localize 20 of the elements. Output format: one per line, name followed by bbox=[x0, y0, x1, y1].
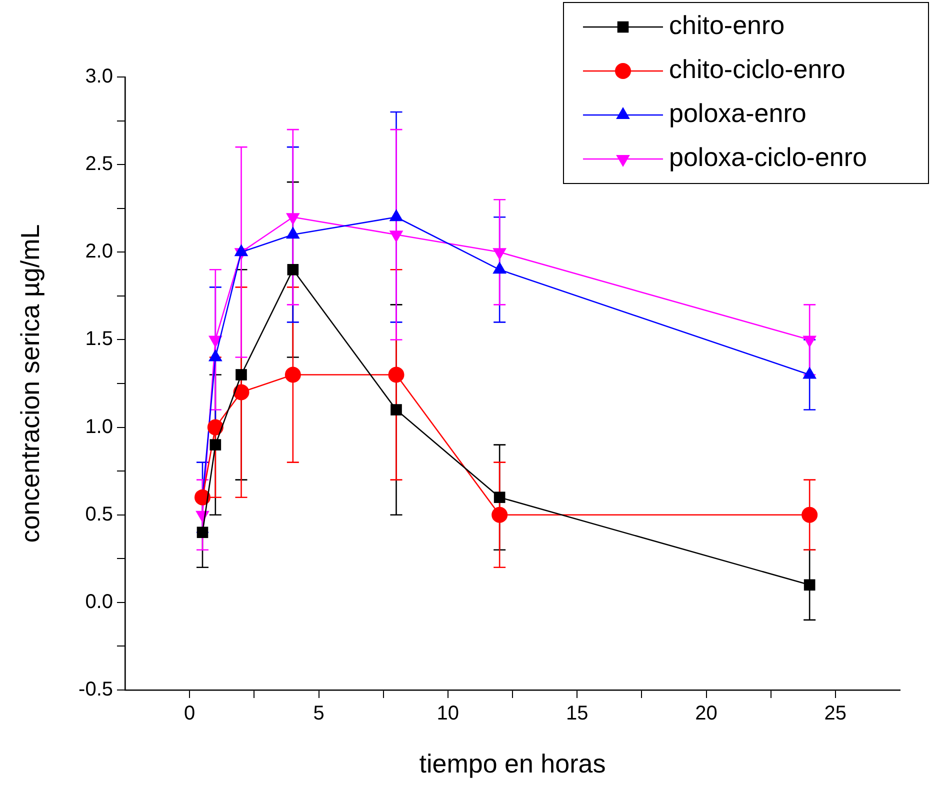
legend-label: poloxa-ciclo-enro bbox=[669, 142, 867, 172]
legend-label: poloxa-enro bbox=[669, 98, 806, 128]
x-tick-label: 10 bbox=[436, 702, 460, 725]
x-axis-title: tiempo en horas bbox=[419, 748, 606, 779]
y-tick-label: 2.0 bbox=[85, 240, 113, 263]
legend-label: chito-ciclo-enro bbox=[669, 54, 846, 84]
y-tick-label: 3.0 bbox=[85, 66, 113, 88]
y-tick-label: 1.0 bbox=[85, 416, 113, 438]
y-tick-label: 1.5 bbox=[85, 328, 113, 350]
y-tick-label: 0.0 bbox=[85, 590, 113, 613]
x-tick-label: 20 bbox=[695, 702, 718, 725]
y-tick-label: 0.5 bbox=[85, 503, 113, 526]
x-tick-label: 5 bbox=[313, 702, 324, 725]
x-tick-label: 0 bbox=[184, 702, 196, 725]
y-tick-label: 2.5 bbox=[85, 153, 113, 176]
x-tick-label: 15 bbox=[566, 702, 588, 725]
x-tick-label: 25 bbox=[824, 702, 847, 725]
y-tick-label: -0.5 bbox=[78, 678, 113, 701]
y-axis-title: concentracion serica µg/mL bbox=[14, 224, 45, 543]
legend-label: chito-enro bbox=[669, 10, 785, 40]
